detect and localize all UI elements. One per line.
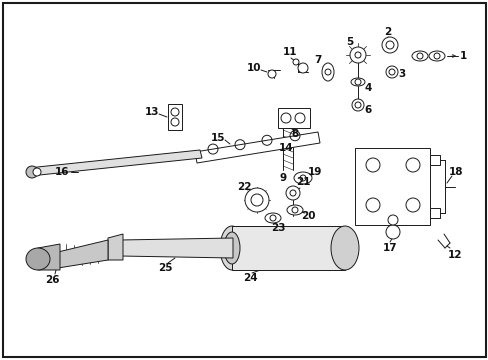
Ellipse shape	[321, 63, 333, 81]
Ellipse shape	[224, 232, 240, 264]
Text: 13: 13	[144, 107, 159, 117]
Text: 4: 4	[364, 83, 371, 93]
Text: 10: 10	[246, 63, 261, 73]
Circle shape	[297, 63, 307, 73]
Circle shape	[351, 99, 363, 111]
Text: 11: 11	[282, 47, 297, 57]
Circle shape	[381, 37, 397, 53]
Polygon shape	[429, 155, 439, 165]
Circle shape	[385, 225, 399, 239]
Polygon shape	[354, 148, 429, 225]
Text: 18: 18	[448, 167, 462, 177]
Text: 7: 7	[314, 55, 321, 65]
Polygon shape	[120, 238, 232, 258]
Polygon shape	[58, 240, 108, 268]
Circle shape	[385, 66, 397, 78]
Text: 12: 12	[447, 250, 461, 260]
Text: 21: 21	[295, 177, 309, 187]
Text: 25: 25	[158, 263, 172, 273]
Text: 14: 14	[278, 143, 293, 153]
Text: 1: 1	[458, 51, 466, 61]
Polygon shape	[278, 108, 309, 128]
Ellipse shape	[428, 51, 444, 61]
Text: 17: 17	[382, 243, 397, 253]
Text: 3: 3	[398, 69, 405, 79]
Polygon shape	[195, 132, 319, 163]
Circle shape	[33, 168, 41, 176]
Ellipse shape	[350, 78, 364, 86]
Polygon shape	[108, 234, 123, 260]
Circle shape	[349, 47, 365, 63]
Text: 24: 24	[242, 273, 257, 283]
Text: 19: 19	[307, 167, 322, 177]
Text: 5: 5	[346, 37, 353, 47]
Circle shape	[26, 166, 38, 178]
Ellipse shape	[411, 51, 427, 61]
Text: 2: 2	[384, 27, 391, 37]
Text: 20: 20	[300, 211, 315, 221]
Ellipse shape	[220, 226, 244, 270]
Polygon shape	[231, 226, 345, 270]
Polygon shape	[168, 104, 182, 130]
Text: 6: 6	[364, 105, 371, 115]
Circle shape	[285, 186, 299, 200]
Polygon shape	[38, 244, 60, 270]
Text: 22: 22	[236, 182, 251, 192]
Circle shape	[292, 59, 298, 65]
Text: 15: 15	[210, 133, 225, 143]
Text: 9: 9	[279, 173, 286, 183]
Ellipse shape	[286, 205, 303, 215]
Circle shape	[244, 188, 268, 212]
Ellipse shape	[293, 172, 311, 184]
Polygon shape	[429, 208, 439, 218]
Ellipse shape	[26, 248, 50, 270]
Polygon shape	[28, 150, 202, 176]
Ellipse shape	[264, 213, 281, 223]
Circle shape	[387, 215, 397, 225]
Circle shape	[267, 70, 275, 78]
Ellipse shape	[330, 226, 358, 270]
Text: 8: 8	[291, 129, 298, 139]
Text: 23: 23	[270, 223, 285, 233]
Text: 16: 16	[55, 167, 69, 177]
Text: 26: 26	[45, 275, 59, 285]
